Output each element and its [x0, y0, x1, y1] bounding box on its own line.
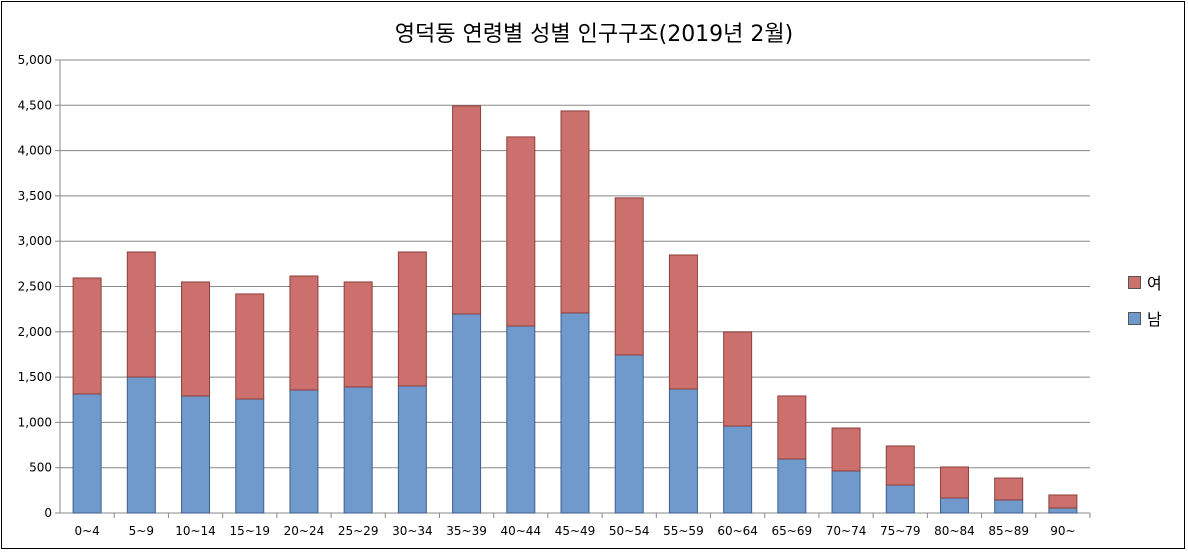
bar-male — [1048, 507, 1078, 514]
bar-male — [885, 484, 915, 514]
bar-female — [560, 110, 590, 314]
legend-label-female: 여 — [1147, 274, 1162, 293]
bar-male — [289, 389, 319, 514]
bar-female — [181, 281, 211, 397]
y-tick-label: 500 — [29, 461, 52, 475]
bar-female — [1048, 494, 1078, 509]
y-tick-label: 4,000 — [18, 144, 52, 158]
x-tick-label: 45~49 — [555, 524, 596, 538]
y-tick-label: 2,000 — [18, 325, 52, 339]
y-tick-label: 1,000 — [18, 415, 52, 429]
bar-female — [397, 251, 427, 387]
legend-swatch-male — [1128, 311, 1141, 325]
bar-male — [506, 325, 536, 514]
y-tick-label: 1,500 — [18, 370, 52, 384]
bar-female — [994, 477, 1024, 501]
bar-female — [452, 105, 482, 315]
bar-female — [723, 331, 753, 427]
x-tick-label: 80~84 — [934, 524, 975, 538]
x-tick-label: 55~59 — [663, 524, 704, 538]
y-tick-label: 3,000 — [18, 234, 52, 248]
bar-male — [235, 398, 265, 514]
x-tick-label: 25~29 — [338, 524, 379, 538]
x-tick-label: 5~9 — [129, 524, 154, 538]
y-tick-label: 2,500 — [18, 280, 52, 294]
legend-item-male: 남 — [1128, 306, 1162, 330]
bar-male — [668, 388, 698, 514]
y-tick-label: 5,000 — [18, 53, 52, 67]
y-tick-label: 4,500 — [18, 98, 52, 112]
bar-male — [343, 386, 373, 514]
x-tick-label: 90~ — [1050, 524, 1075, 538]
bar-female — [72, 277, 102, 395]
bar-male — [831, 470, 861, 514]
bar-male — [72, 393, 102, 514]
bar-male — [723, 425, 753, 514]
bar-female — [668, 254, 698, 390]
legend-swatch-female — [1128, 275, 1141, 289]
bar-male — [777, 458, 807, 514]
x-tick-label: 35~39 — [446, 524, 487, 538]
x-tick-label: 10~14 — [175, 524, 216, 538]
bar-male — [181, 395, 211, 514]
x-tick-label: 40~44 — [500, 524, 541, 538]
x-tick-label: 65~69 — [772, 524, 813, 538]
x-tick-label: 75~79 — [880, 524, 921, 538]
bar-female — [126, 251, 156, 378]
y-tick-label: 0 — [44, 506, 52, 520]
x-tick-label: 15~19 — [229, 524, 270, 538]
x-tick-label: 70~74 — [826, 524, 867, 538]
x-tick-label: 0~4 — [74, 524, 99, 538]
x-tick-label: 30~34 — [392, 524, 433, 538]
bar-male — [560, 312, 590, 514]
bar-female — [885, 445, 915, 486]
bar-male — [126, 376, 156, 514]
bar-female — [289, 275, 319, 391]
x-tick-label: 60~64 — [717, 524, 758, 538]
bar-male — [994, 499, 1024, 514]
x-tick-label: 50~54 — [609, 524, 650, 538]
legend-label-male: 남 — [1147, 310, 1162, 329]
bar-female — [831, 427, 861, 472]
bar-male — [614, 354, 644, 514]
chart-title: 영덕동 연령별 성별 인구구조(2019년 2월) — [394, 22, 794, 47]
x-tick-label: 85~89 — [988, 524, 1029, 538]
y-tick-label: 3,500 — [18, 189, 52, 203]
bar-male — [397, 385, 427, 514]
bar-male — [939, 497, 969, 514]
legend-item-female: 여 — [1128, 270, 1162, 294]
bar-male — [452, 313, 482, 514]
bar-female — [939, 466, 969, 499]
bar-female — [506, 136, 536, 327]
x-tick-label: 20~24 — [284, 524, 325, 538]
bar-female — [343, 281, 373, 388]
bar-female — [614, 197, 644, 356]
bar-female — [235, 293, 265, 400]
bar-female — [777, 395, 807, 460]
